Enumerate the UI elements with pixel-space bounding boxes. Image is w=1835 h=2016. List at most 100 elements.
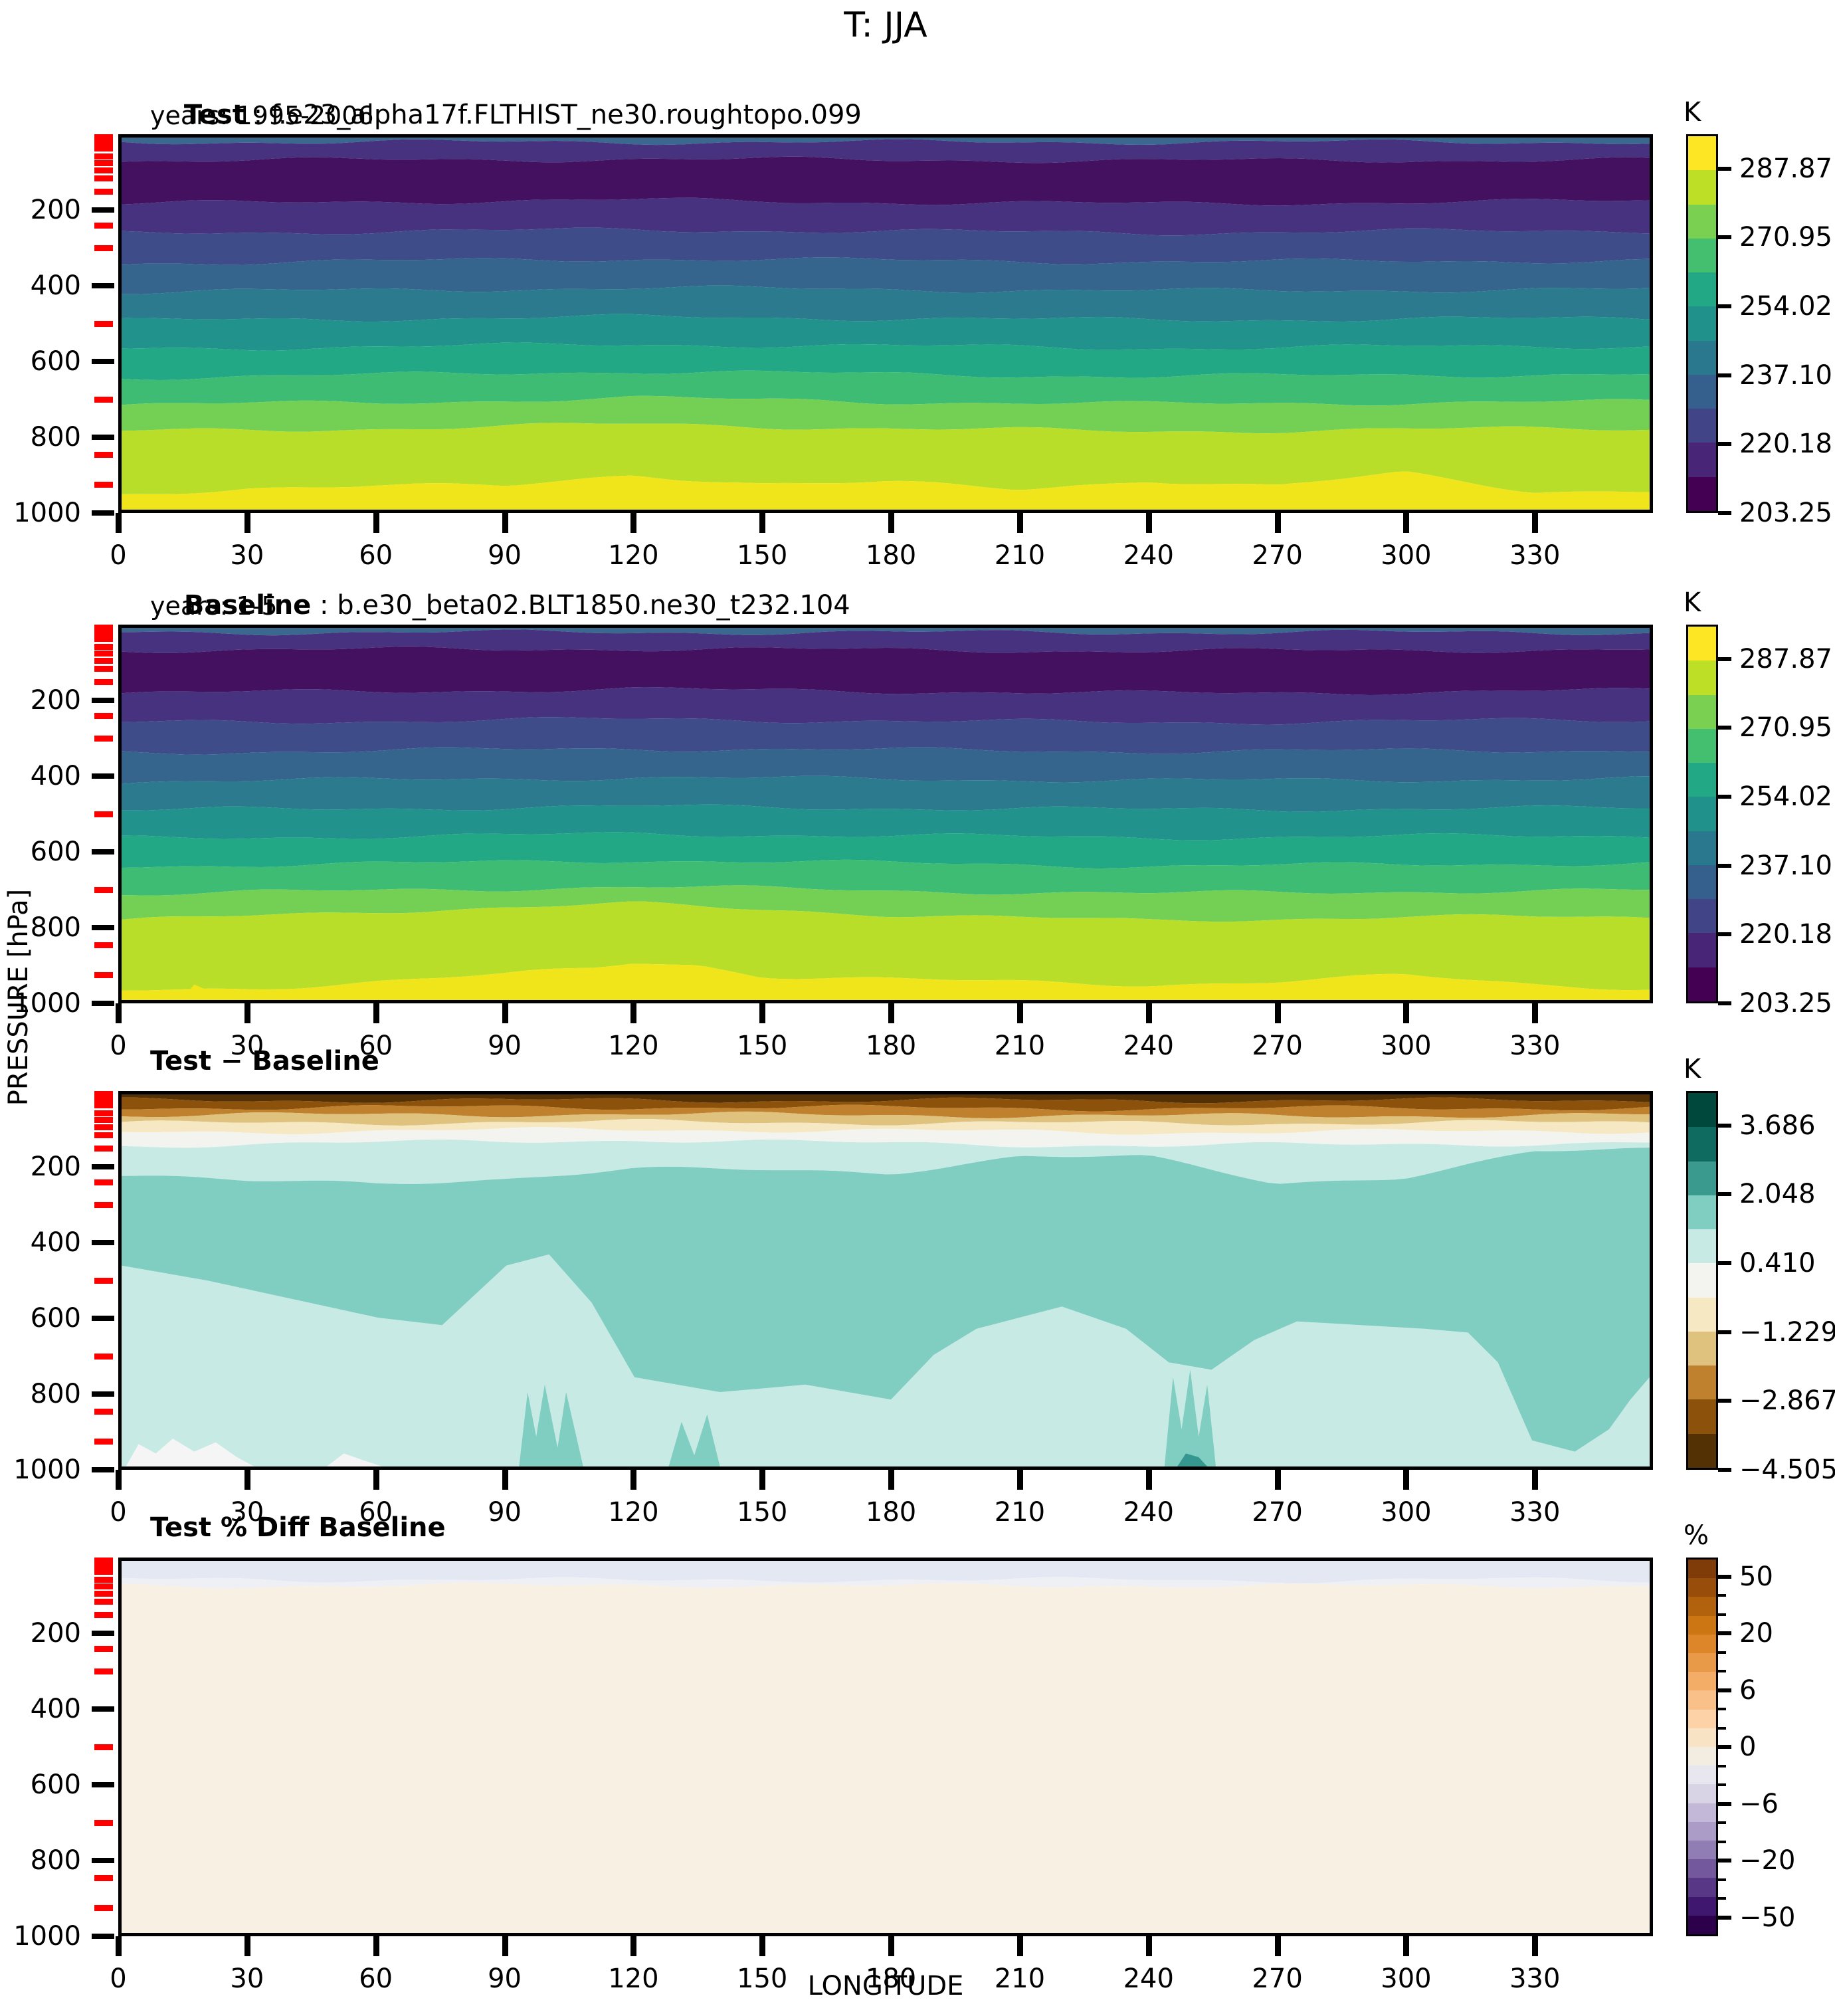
- x-tick-label: 150: [737, 1497, 788, 1528]
- contour-blob: [284, 495, 361, 510]
- contour-blob: [151, 492, 272, 510]
- contour-plot-panel-1: [118, 134, 1653, 513]
- y-tick-label: 800: [30, 422, 81, 453]
- x-tick: [1145, 1470, 1152, 1490]
- y-tick-label: 200: [30, 1152, 81, 1182]
- x-tick: [1016, 1003, 1023, 1023]
- colorbar-tick: [1718, 1001, 1731, 1005]
- colorbar-tick-label: 6: [1739, 1674, 1757, 1706]
- contour-band: [122, 1561, 1650, 1583]
- y-tick: [92, 1391, 114, 1397]
- model-level-tick: [94, 678, 113, 685]
- colorbar-tick-label: 20: [1739, 1618, 1773, 1649]
- colorbar-segment: [1688, 1709, 1716, 1728]
- colorbar-tick-label: 254.02: [1739, 291, 1832, 322]
- model-level-tick: [94, 972, 113, 979]
- colorbar-tick-label: 203.25: [1739, 498, 1832, 528]
- model-level-tick: [94, 1905, 113, 1912]
- x-tick: [1274, 513, 1281, 533]
- colorbar-tick: [1718, 235, 1731, 240]
- colorbar-segment: [1688, 1297, 1716, 1332]
- colorbar-tick: [1718, 1468, 1731, 1472]
- x-tick: [1403, 1936, 1410, 1956]
- x-tick: [1274, 1003, 1281, 1023]
- panel1-header-label: Test: [183, 100, 245, 130]
- colorbar-minor-tick: [1718, 1783, 1726, 1786]
- colorbar-segment: [1688, 1615, 1716, 1635]
- contour-band: [122, 1577, 1650, 1589]
- contour-band: [122, 1582, 1650, 1933]
- colorbar-tick-label: 0.410: [1739, 1248, 1816, 1279]
- colorbar-segment: [1688, 340, 1716, 375]
- x-tick: [1016, 1470, 1023, 1490]
- model-level-tick: [94, 1179, 113, 1185]
- contour-band: [122, 717, 1650, 755]
- x-tick: [244, 1936, 250, 1956]
- model-level-tick: [94, 1577, 113, 1583]
- x-tick-label: 30: [230, 540, 264, 571]
- x-tick: [1274, 1936, 1281, 1956]
- colorbar-tick-label: 203.25: [1739, 988, 1832, 1019]
- model-level-tick: [94, 712, 113, 719]
- y-tick-label: 600: [30, 837, 81, 867]
- colorbar-minor-tick: [1718, 1670, 1726, 1672]
- colorbar-tick: [1718, 304, 1731, 309]
- colorbar-segment: [1688, 1690, 1716, 1710]
- figure-title: T: JJA: [844, 5, 927, 45]
- x-tick: [1532, 1003, 1539, 1023]
- y-tick-label: 1000: [13, 1455, 81, 1485]
- colorbar-tick: [1718, 1631, 1731, 1635]
- contour-band: [122, 885, 1650, 922]
- contour-band: [122, 628, 1650, 636]
- y-tick: [92, 698, 114, 703]
- model-level-tick: [94, 153, 113, 160]
- colorbar-segment: [1688, 1821, 1716, 1841]
- model-level-tick: [94, 451, 113, 458]
- x-tick-label: 330: [1509, 540, 1561, 571]
- model-level-tick: [94, 222, 113, 229]
- y-tick: [92, 1706, 114, 1712]
- model-level-tick: [94, 736, 113, 742]
- colorbar-segment: [1688, 1653, 1716, 1672]
- colorbar-segment: [1688, 1728, 1716, 1748]
- panel3-title: Test − Baseline: [150, 1046, 379, 1076]
- colorbar-segment: [1688, 1765, 1716, 1785]
- contour-band: [122, 1097, 1650, 1112]
- contour-band: [122, 139, 1650, 163]
- colorbar-tick: [1718, 1745, 1731, 1749]
- y-tick-label: 600: [30, 1303, 81, 1334]
- contour-blob: [519, 1384, 583, 1466]
- colorbar-segment: [1688, 374, 1716, 409]
- model-level-tick: [94, 245, 113, 251]
- x-tick-label: 120: [608, 1497, 659, 1528]
- model-level-tick: [94, 650, 113, 656]
- contour-blob: [668, 1414, 720, 1466]
- model-level-tick: [94, 1124, 113, 1131]
- x-tick-label: 270: [1252, 540, 1303, 571]
- colorbar-segment: [1688, 660, 1716, 695]
- contour-blob: [1164, 1369, 1216, 1466]
- model-level-tick: [94, 1591, 113, 1597]
- colorbar-tick: [1718, 166, 1731, 171]
- colorbar-tick-label: 220.18: [1739, 429, 1832, 460]
- model-level-tick: [94, 397, 113, 403]
- colorbar-segment: [1688, 763, 1716, 797]
- model-level-tick: [94, 1354, 113, 1360]
- x-tick: [502, 1003, 508, 1023]
- colorbar-unit: K: [1684, 587, 1701, 618]
- colorbar-segment: [1688, 831, 1716, 865]
- x-tick-label: 90: [488, 1497, 522, 1528]
- y-tick: [92, 925, 114, 930]
- contour-band: [122, 314, 1650, 351]
- y-tick-label: 400: [30, 1227, 81, 1258]
- x-tick-label: 60: [359, 540, 393, 571]
- x-axis-label: LONGITUDE: [807, 1971, 964, 2001]
- colorbar-tick: [1718, 1801, 1731, 1806]
- colorbar-tick-label: −2.867: [1739, 1385, 1835, 1417]
- contour-band: [122, 471, 1650, 510]
- contour-band: [122, 775, 1650, 812]
- y-tick-label: 400: [30, 270, 81, 301]
- colorbar-tick: [1718, 1688, 1731, 1692]
- contour-band: [122, 197, 1650, 236]
